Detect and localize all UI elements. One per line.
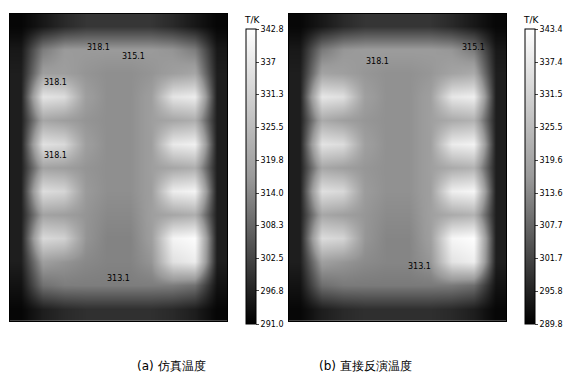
svg-text:318.1: 318.1	[87, 43, 110, 52]
svg-text:342.8: 342.8	[261, 25, 284, 34]
svg-text:337.4: 337.4	[540, 58, 563, 67]
svg-text:302.5: 302.5	[261, 254, 284, 263]
svg-text:313.6: 313.6	[540, 189, 563, 198]
svg-text:315.1: 315.1	[462, 43, 485, 52]
svg-text:318.1: 318.1	[44, 151, 67, 160]
svg-text:318.1: 318.1	[44, 78, 67, 87]
svg-text:308.3: 308.3	[261, 221, 284, 230]
svg-text:315.1: 315.1	[122, 52, 145, 61]
svg-text:(a) 仿真温度: (a) 仿真温度	[137, 359, 206, 373]
svg-text:319.6: 319.6	[540, 156, 563, 165]
svg-text:337: 337	[261, 58, 276, 67]
svg-text:T/K: T/K	[244, 15, 261, 25]
svg-text:296.8: 296.8	[261, 287, 284, 296]
svg-text:325.5: 325.5	[261, 123, 284, 132]
svg-text:318.1: 318.1	[366, 57, 389, 66]
svg-text:331.3: 331.3	[261, 90, 284, 99]
svg-text:343.4: 343.4	[540, 25, 563, 34]
svg-text:313.1: 313.1	[107, 274, 130, 283]
svg-text:289.8: 289.8	[540, 320, 563, 329]
svg-text:314.0: 314.0	[261, 189, 284, 198]
svg-text:331.5: 331.5	[540, 90, 563, 99]
svg-text:325.5: 325.5	[540, 123, 563, 132]
svg-text:(b) 直接反演温度: (b) 直接反演温度	[319, 359, 412, 373]
svg-text:319.8: 319.8	[261, 156, 284, 165]
svg-text:T/K: T/K	[523, 15, 540, 25]
svg-text:295.8: 295.8	[540, 287, 563, 296]
svg-text:307.7: 307.7	[540, 221, 563, 230]
svg-text:301.7: 301.7	[540, 254, 563, 263]
svg-text:313.1: 313.1	[408, 262, 431, 271]
svg-text:291.0: 291.0	[261, 320, 284, 329]
